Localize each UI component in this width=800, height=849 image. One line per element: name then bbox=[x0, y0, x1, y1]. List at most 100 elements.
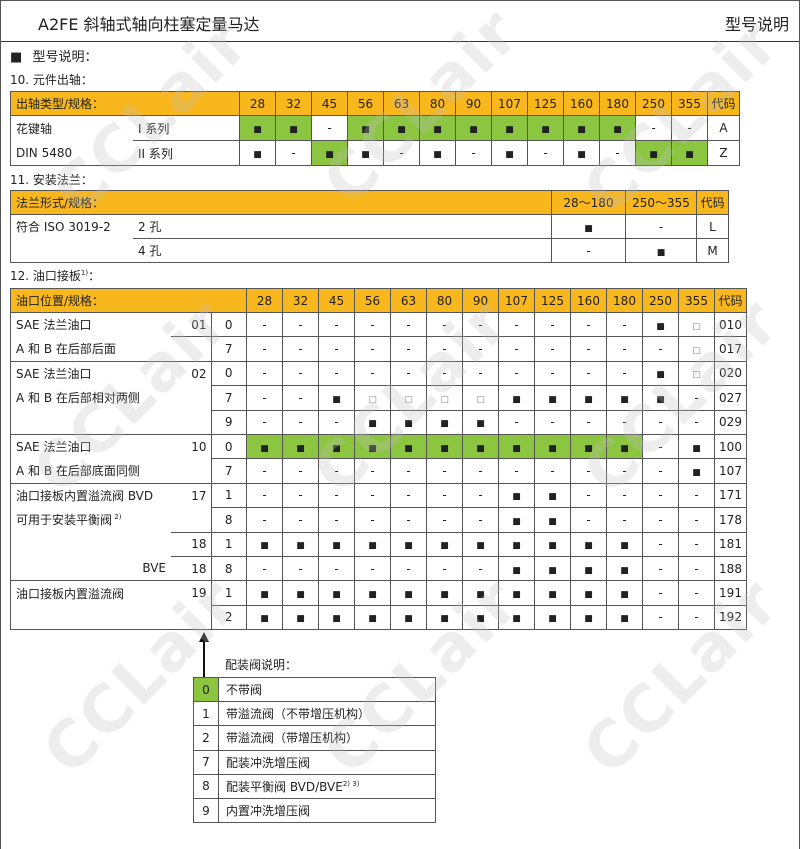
cell: ■ bbox=[563, 115, 600, 141]
cell: - bbox=[534, 360, 571, 387]
code: Z bbox=[707, 140, 740, 166]
cell: - bbox=[383, 140, 420, 166]
cell: - bbox=[534, 311, 571, 338]
port-description bbox=[10, 410, 171, 435]
cell: ■ bbox=[570, 555, 607, 582]
legend-row: 2 带溢流阀（带增压机构） bbox=[193, 725, 436, 751]
table-row: 18 1 ■ ■ ■ ■ ■ ■ ■ ■ ■ ■ ■ - -181 bbox=[10, 531, 747, 557]
port-description: 可用于安装平衡阀 2) bbox=[10, 507, 171, 533]
cell: - bbox=[527, 140, 564, 166]
port-text: SAE 法兰油口 bbox=[16, 318, 92, 333]
size-header: 355 bbox=[678, 288, 715, 313]
cell: - bbox=[390, 507, 427, 533]
cell: - bbox=[246, 409, 283, 435]
cell: ■ bbox=[498, 482, 535, 509]
code: M bbox=[696, 238, 729, 263]
cell: ■ bbox=[570, 385, 607, 411]
cell: ■ bbox=[599, 115, 636, 141]
cell: - bbox=[318, 482, 355, 509]
cell: ■ bbox=[347, 115, 384, 141]
cell: - bbox=[462, 360, 499, 387]
cell: ■ bbox=[534, 555, 571, 582]
port-text: 油口接板内置溢流阀 BVD bbox=[16, 489, 154, 504]
flange-type bbox=[10, 238, 133, 263]
cell: ■ bbox=[455, 115, 492, 141]
cell: - bbox=[246, 507, 283, 533]
valve-code: 0 bbox=[210, 360, 247, 387]
cell: - bbox=[246, 336, 283, 362]
port-number: 18 bbox=[171, 531, 212, 557]
cell: - bbox=[311, 115, 348, 141]
cell: ■ bbox=[534, 433, 571, 460]
valve-legend-title: 配装阀说明： bbox=[225, 658, 298, 672]
cell: - bbox=[462, 336, 499, 362]
legend-row: 1 带溢流阀（不带增压机构） bbox=[193, 701, 436, 727]
valve-code: 2 bbox=[210, 604, 247, 631]
cell: - bbox=[671, 115, 708, 141]
cell: - bbox=[606, 336, 643, 362]
cell: - bbox=[642, 580, 679, 606]
cell: - bbox=[354, 555, 391, 582]
cell: - bbox=[678, 531, 715, 557]
port-description: A 和 B 在后部相对两侧 bbox=[10, 385, 171, 411]
cell: - bbox=[625, 214, 697, 239]
cell: - bbox=[642, 555, 679, 582]
size-header: 180 bbox=[606, 288, 643, 313]
shaft-series: I 系列 bbox=[133, 115, 240, 141]
cell: - bbox=[635, 115, 672, 141]
size-header: 107 bbox=[498, 288, 535, 313]
cell: - bbox=[462, 507, 499, 533]
cell: - bbox=[642, 604, 679, 631]
cell: - bbox=[246, 458, 283, 484]
intro-heading: ■ 型号说明： bbox=[10, 50, 98, 65]
legend-row: 8 配装平衡阀 BVD/BVE2) 3) bbox=[193, 773, 436, 799]
flange-holes: 2 孔 bbox=[133, 214, 552, 239]
cell: ■ bbox=[311, 140, 348, 166]
cell: - bbox=[282, 360, 319, 387]
section-title: 型号说明 bbox=[724, 15, 789, 34]
cell: ■ bbox=[354, 531, 391, 557]
cell: ■ bbox=[462, 409, 499, 435]
port-number bbox=[171, 410, 212, 435]
cell: ■ bbox=[606, 385, 643, 411]
code: 027 bbox=[714, 385, 747, 411]
table-row: 4 孔 - ■ M bbox=[10, 238, 729, 263]
cell: ■ bbox=[678, 458, 715, 484]
cell: ■ bbox=[390, 433, 427, 460]
port-description: SAE 法兰油口 bbox=[10, 360, 171, 386]
size-header: 63 bbox=[383, 91, 420, 116]
cell: ■ bbox=[354, 580, 391, 606]
valve-code: 8 bbox=[210, 507, 247, 533]
arrow-line bbox=[203, 640, 205, 677]
cell: - bbox=[462, 311, 499, 338]
valve-description: 配装冲洗增压阀 bbox=[218, 749, 436, 775]
cell: ■ bbox=[551, 214, 626, 239]
cell: - bbox=[462, 458, 499, 484]
table-row: A 和 B 在后部后面 7- - - - - - - - - - - - □ 017 bbox=[10, 336, 747, 362]
cell: - bbox=[642, 482, 679, 509]
cell: ■ bbox=[671, 140, 708, 166]
port-number: 10 bbox=[171, 433, 212, 459]
port-number bbox=[171, 507, 212, 533]
cell: - bbox=[678, 580, 715, 606]
table-row: 油口接板内置溢流阀 19 1 ■ ■ ■ ■ ■ ■ ■ ■ ■ ■ ■ - -191 bbox=[10, 580, 747, 606]
cell: ■ bbox=[462, 604, 499, 631]
cell: - bbox=[642, 336, 679, 362]
port-number: 02 bbox=[171, 360, 212, 386]
cell: ■ bbox=[426, 531, 463, 557]
valve-code: 9 bbox=[193, 797, 219, 824]
code-header: 代码 bbox=[714, 288, 747, 313]
valve-code: 1 bbox=[210, 482, 247, 509]
cell: - bbox=[282, 385, 319, 411]
cell: ■ bbox=[239, 115, 276, 141]
cell: ■ bbox=[642, 360, 679, 387]
valve-code: 7 bbox=[193, 749, 219, 775]
cell: ■ bbox=[570, 433, 607, 460]
range-header: 250～355 bbox=[625, 190, 697, 215]
cell: - bbox=[246, 385, 283, 411]
cell: ■ bbox=[318, 580, 355, 606]
cell: - bbox=[455, 140, 492, 166]
port-plate-table: 油口位置/规格： 28 32 45 56 63 80 90 107 125 160 180 250 355… bbox=[10, 288, 747, 631]
port-section-label: 12. 油口接板1)： bbox=[10, 269, 101, 283]
cell: - bbox=[246, 482, 283, 509]
